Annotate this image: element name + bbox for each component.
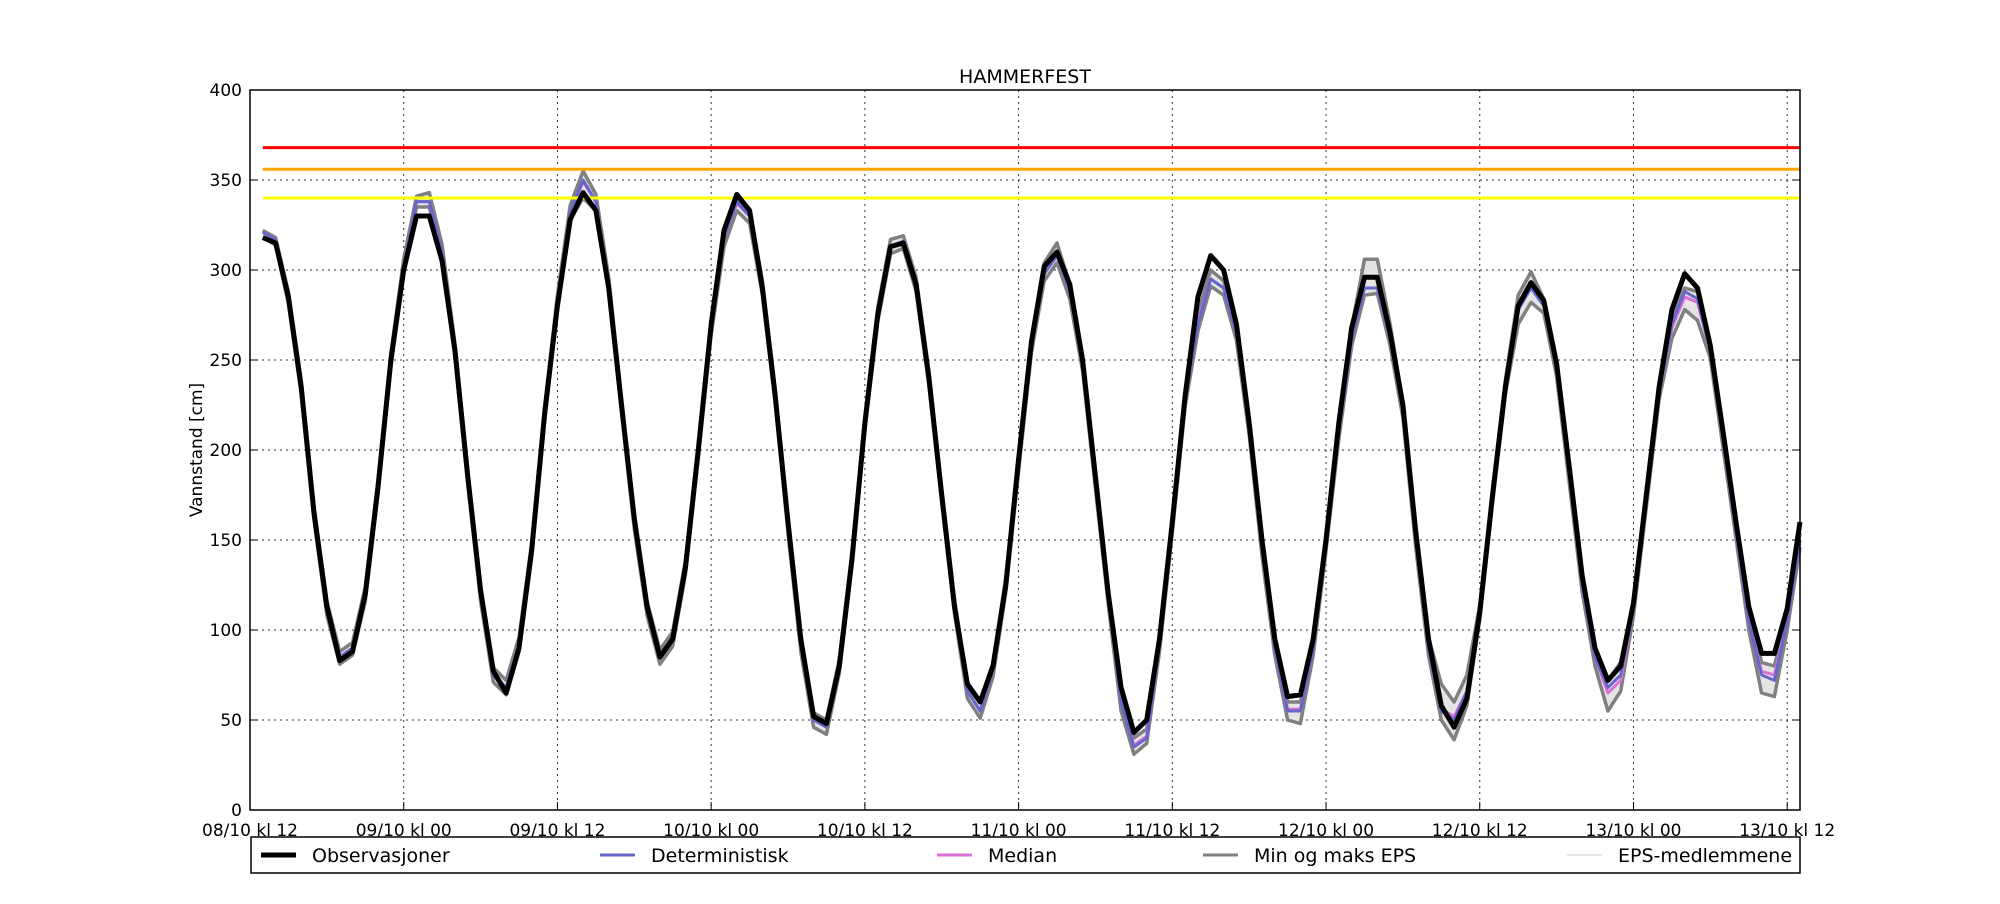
y-tick-label: 0	[231, 801, 242, 821]
x-tick-label: 13/10 kl 12	[1739, 821, 1835, 841]
legend-label: Deterministisk	[651, 845, 789, 867]
y-tick-label: 250	[210, 351, 242, 371]
legend-label: EPS-medlemmene	[1618, 845, 1792, 867]
legend-label: Observasjoner	[312, 845, 450, 867]
legend: Observasjoner Deterministisk Median Min og …	[250, 836, 1801, 874]
series-lines	[261, 146, 1803, 756]
legend-item: Observasjoner	[261, 845, 450, 867]
axis-ticks: 0 50 100 150 200 250 300 350 400 08/10 kl 12 09/10…	[202, 81, 1835, 841]
x-tick-label: 08/10 kl 12	[202, 821, 298, 841]
x-tick-label: 12/10 kl 00	[1278, 821, 1374, 841]
chart-title: HAMMERFEST	[959, 66, 1091, 88]
x-tick-label: 11/10 kl 00	[971, 821, 1067, 841]
y-tick-label: 50	[220, 711, 242, 731]
legend-label: Median	[988, 845, 1057, 867]
y-tick-label: 200	[210, 441, 242, 461]
y-tick-label: 350	[210, 171, 242, 191]
x-tick-label: 10/10 kl 00	[663, 821, 759, 841]
x-tick-label: 10/10 kl 12	[817, 821, 913, 841]
x-tick-label: 09/10 kl 12	[509, 821, 605, 841]
x-tick-label: 09/10 kl 00	[356, 821, 452, 841]
legend-label: Min og maks EPS	[1254, 845, 1416, 867]
legend-item: Min og maks EPS	[1203, 845, 1416, 867]
legend-item: Deterministisk	[600, 845, 789, 867]
y-axis-label: Vannstand [cm]	[187, 383, 207, 517]
y-tick-label: 300	[210, 261, 242, 281]
y-tick-label: 150	[210, 531, 242, 551]
x-tick-label: 12/10 kl 12	[1432, 821, 1528, 841]
y-tick-label: 100	[210, 621, 242, 641]
x-tick-label: 11/10 kl 12	[1124, 821, 1220, 841]
x-tick-label: 13/10 kl 00	[1585, 821, 1681, 841]
legend-box	[250, 836, 1801, 874]
observations-line	[261, 190, 1803, 736]
y-tick-label: 400	[210, 81, 242, 101]
legend-item: Median	[937, 845, 1057, 867]
legend-item: EPS-medlemmene	[1567, 845, 1792, 867]
